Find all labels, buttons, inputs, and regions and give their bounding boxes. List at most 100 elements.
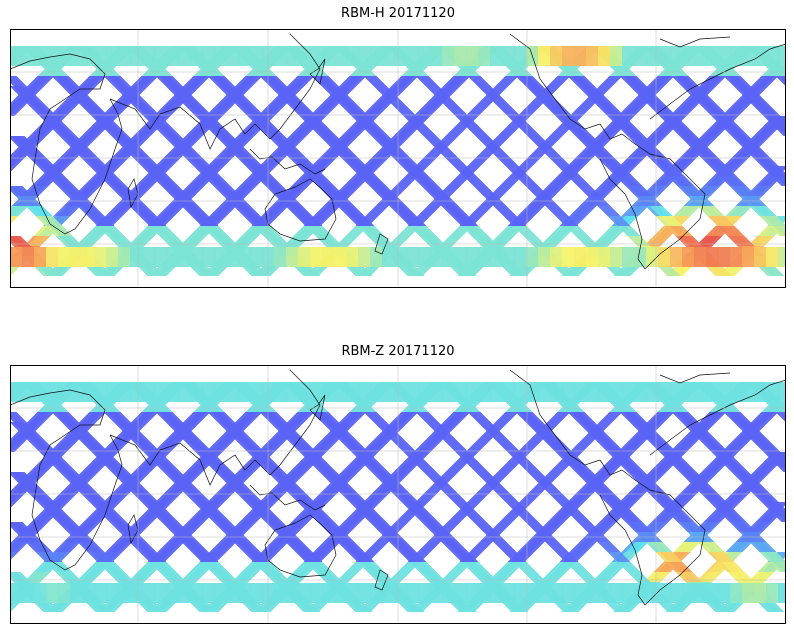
swath-segment xyxy=(505,166,529,176)
polar-band-cell xyxy=(466,46,479,66)
swath-segment xyxy=(697,522,721,532)
swath-segment xyxy=(63,472,87,482)
swath-segment xyxy=(493,206,517,216)
swath-segment xyxy=(317,542,341,552)
polar-band-cell xyxy=(598,46,611,66)
swath-segment xyxy=(199,452,223,462)
swath-segment xyxy=(273,86,297,96)
swath-segment xyxy=(55,156,79,166)
top-map xyxy=(10,29,786,288)
swath-segment xyxy=(135,492,159,502)
polar-band-cell xyxy=(142,247,155,267)
swath-segment xyxy=(193,266,217,276)
swath-segment xyxy=(335,236,359,246)
swath-segment xyxy=(189,126,213,136)
polar-band-cell xyxy=(706,382,719,402)
swath-segment xyxy=(83,76,107,86)
swath-segment xyxy=(467,76,491,86)
swath-segment xyxy=(115,472,139,482)
polar-band-cell xyxy=(154,46,167,66)
swath-segment xyxy=(79,236,103,246)
polar-band-cell xyxy=(46,46,59,66)
swath-segment xyxy=(163,572,187,582)
polar-band-cell xyxy=(130,46,143,66)
swath-segment xyxy=(597,542,621,552)
polar-band-cell xyxy=(202,382,215,402)
coastline xyxy=(374,233,389,255)
swath-segment xyxy=(657,602,681,612)
polar-band-cell xyxy=(634,46,647,66)
swath-segment xyxy=(10,412,27,422)
swath-segment xyxy=(453,266,477,276)
polar-band-cell xyxy=(682,46,695,66)
swath-segment xyxy=(263,156,287,166)
swath-segment xyxy=(343,492,367,502)
swath-segment xyxy=(717,402,741,412)
swath-segment xyxy=(323,472,347,482)
swath-segment xyxy=(695,96,719,106)
polar-band-cell xyxy=(274,382,287,402)
swath-segment xyxy=(289,542,313,552)
swath-segment xyxy=(473,522,497,532)
swath-segment xyxy=(631,136,655,146)
swath-segment xyxy=(53,462,77,472)
swath-segment xyxy=(109,206,133,216)
swath-segment xyxy=(209,462,233,472)
polar-band-cell xyxy=(502,583,515,603)
swath-segment xyxy=(73,146,97,156)
swath-segment xyxy=(293,106,317,116)
swath-segment xyxy=(625,206,649,216)
polar-band-cell xyxy=(274,583,287,603)
swath-segment xyxy=(473,186,497,196)
swath-segment xyxy=(663,452,687,462)
swath-segment xyxy=(137,462,161,472)
swath-segment xyxy=(143,552,167,562)
swath-segment xyxy=(621,462,645,472)
polar-band-cell xyxy=(370,583,383,603)
swath-segment xyxy=(159,76,183,86)
bottom-map xyxy=(10,365,786,624)
polar-band-cell xyxy=(586,583,599,603)
polar-band-cell xyxy=(550,583,563,603)
swath-segment xyxy=(305,66,329,76)
swath-segment xyxy=(433,482,457,492)
swath-segment xyxy=(723,176,747,186)
swath-segment xyxy=(465,106,489,116)
swath-segment xyxy=(591,432,615,442)
swath-segment xyxy=(397,462,421,472)
swath-segment xyxy=(189,106,213,116)
swath-segment xyxy=(395,492,419,502)
swath-segment xyxy=(673,126,697,136)
polar-band-cell xyxy=(262,247,275,267)
swath-segment xyxy=(715,452,739,462)
polar-band-cell xyxy=(130,583,143,603)
swath-segment xyxy=(137,126,161,136)
coastline xyxy=(109,434,256,486)
swath-segment xyxy=(525,186,549,196)
swath-segment xyxy=(537,482,561,492)
polar-band-cell xyxy=(154,247,167,267)
swath-segment xyxy=(261,442,285,452)
swath-segment xyxy=(325,86,349,96)
polar-band-cell xyxy=(430,583,443,603)
polar-band-cell xyxy=(22,382,35,402)
swath-segment xyxy=(75,96,99,106)
swath-segment xyxy=(571,156,595,166)
swath-segment xyxy=(10,542,29,552)
swath-segment xyxy=(659,552,683,562)
swath-segment xyxy=(323,136,347,146)
swath-segment xyxy=(31,76,55,86)
polar-band-cell xyxy=(634,247,647,267)
polar-band-cell xyxy=(358,382,371,402)
polar-band-cell xyxy=(106,583,119,603)
polar-band-cell xyxy=(46,382,59,402)
swath-segment xyxy=(183,572,207,582)
swath-segment xyxy=(497,462,521,472)
swath-segment xyxy=(375,136,399,146)
swath-segment xyxy=(519,76,543,86)
polar-band-cell xyxy=(286,46,299,66)
swath-segment xyxy=(317,206,341,216)
polar-band-cell xyxy=(118,382,131,402)
swath-segment xyxy=(395,412,419,422)
swath-segment xyxy=(355,452,379,462)
